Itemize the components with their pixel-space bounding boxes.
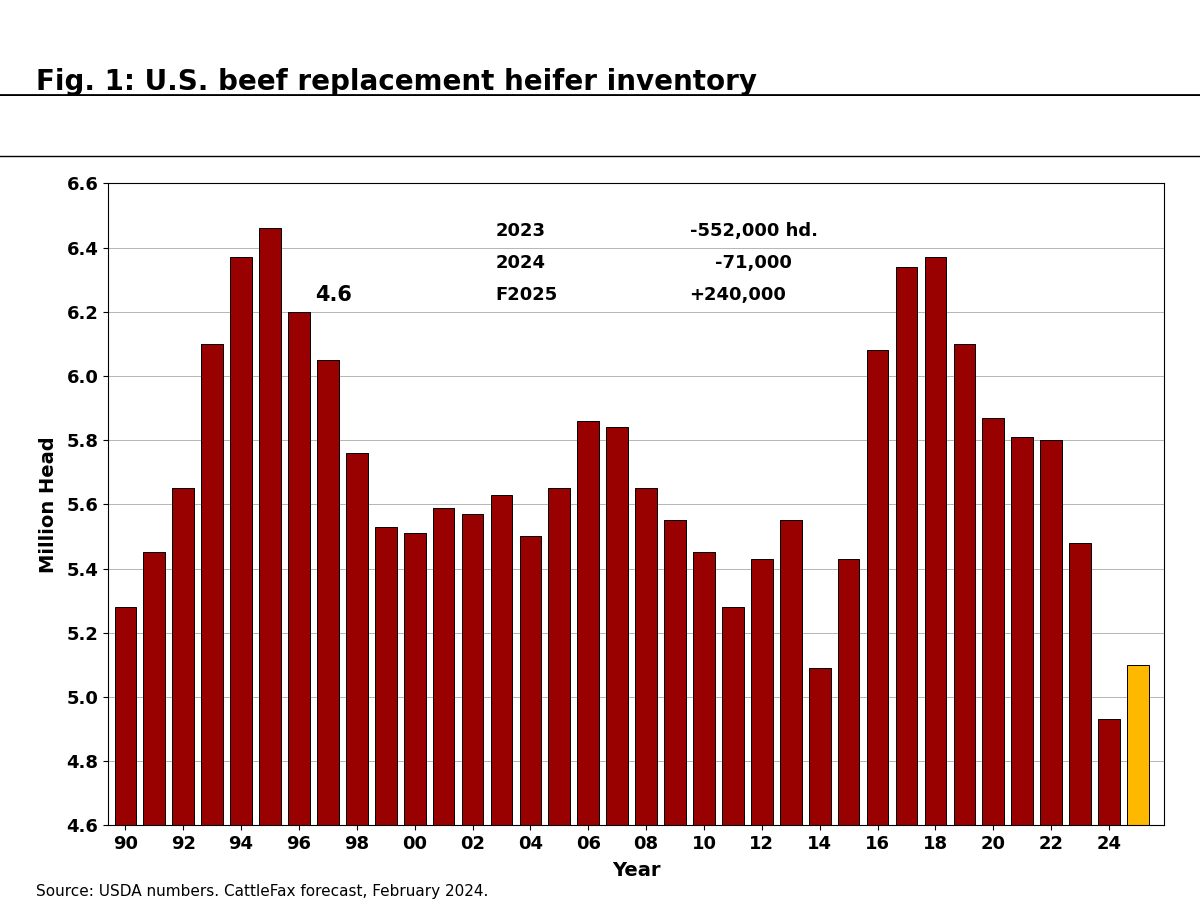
Bar bbox=[954, 344, 976, 917]
Bar bbox=[838, 559, 859, 917]
Bar bbox=[606, 427, 628, 917]
Text: -71,000: -71,000 bbox=[690, 254, 791, 272]
Bar bbox=[404, 533, 426, 917]
Text: Fig. 1: U.S. beef replacement heifer inventory: Fig. 1: U.S. beef replacement heifer inv… bbox=[36, 68, 757, 96]
Bar bbox=[202, 344, 223, 917]
Text: -552,000 hd.: -552,000 hd. bbox=[690, 222, 817, 240]
Bar bbox=[1069, 543, 1091, 917]
Bar bbox=[866, 350, 888, 917]
Bar bbox=[983, 418, 1004, 917]
Y-axis label: Million Head: Million Head bbox=[38, 436, 58, 572]
Bar bbox=[288, 312, 310, 917]
Bar bbox=[780, 521, 802, 917]
Bar bbox=[462, 514, 484, 917]
Bar bbox=[635, 488, 656, 917]
Bar bbox=[1012, 437, 1033, 917]
Text: +240,000: +240,000 bbox=[690, 286, 786, 304]
Bar bbox=[173, 488, 194, 917]
Bar bbox=[491, 495, 512, 917]
Bar bbox=[374, 526, 396, 917]
Bar bbox=[144, 552, 166, 917]
Bar bbox=[751, 559, 773, 917]
Bar bbox=[548, 488, 570, 917]
Bar bbox=[230, 257, 252, 917]
Bar bbox=[259, 228, 281, 917]
Bar bbox=[809, 668, 830, 917]
Bar bbox=[722, 607, 744, 917]
Bar bbox=[665, 521, 686, 917]
Text: 2024: 2024 bbox=[496, 254, 546, 272]
Text: F2025: F2025 bbox=[496, 286, 558, 304]
Bar bbox=[433, 508, 455, 917]
Bar bbox=[346, 453, 367, 917]
Bar bbox=[895, 267, 917, 917]
Bar bbox=[1098, 720, 1120, 917]
Bar bbox=[520, 536, 541, 917]
Text: 4.6: 4.6 bbox=[316, 285, 352, 305]
Bar bbox=[1127, 665, 1148, 917]
Bar bbox=[317, 360, 338, 917]
X-axis label: Year: Year bbox=[612, 861, 660, 880]
Bar bbox=[577, 421, 599, 917]
Text: Source: USDA numbers. CattleFax forecast, February 2024.: Source: USDA numbers. CattleFax forecast… bbox=[36, 884, 488, 899]
Bar bbox=[924, 257, 947, 917]
Bar bbox=[1040, 440, 1062, 917]
Bar bbox=[114, 607, 137, 917]
Text: 2023: 2023 bbox=[496, 222, 546, 240]
Bar bbox=[694, 552, 715, 917]
